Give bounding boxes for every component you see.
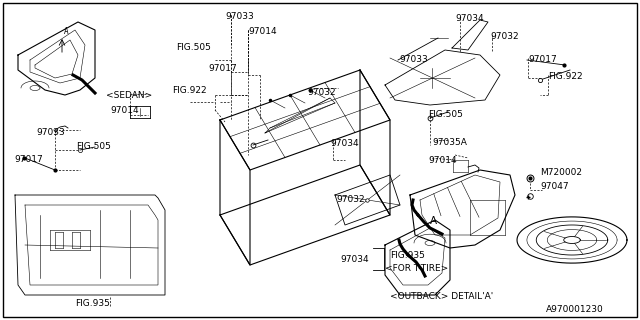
Text: 97035A: 97035A: [432, 138, 467, 147]
Text: 97034: 97034: [330, 139, 358, 148]
Text: FIG.935: FIG.935: [75, 299, 110, 308]
Text: 97033: 97033: [36, 128, 65, 137]
Text: <FOR T-TIRE>: <FOR T-TIRE>: [385, 264, 448, 273]
Text: 97014: 97014: [248, 27, 276, 36]
Text: 97034: 97034: [340, 255, 369, 264]
Text: FIG.922: FIG.922: [548, 72, 582, 81]
Text: 97033: 97033: [399, 55, 428, 64]
Text: 97047: 97047: [540, 182, 568, 191]
Text: 97034: 97034: [455, 14, 484, 23]
Text: 97014: 97014: [428, 156, 456, 165]
Text: FIG.505: FIG.505: [76, 142, 111, 151]
Text: 97017: 97017: [528, 55, 557, 64]
Text: FIG.505: FIG.505: [428, 110, 463, 119]
Text: 97032: 97032: [307, 88, 335, 97]
Text: 97032: 97032: [336, 195, 365, 204]
Text: 97017: 97017: [14, 155, 43, 164]
Text: 97032: 97032: [490, 32, 518, 41]
Text: A: A: [430, 216, 437, 226]
Text: <SEDAN>: <SEDAN>: [106, 91, 152, 100]
Text: FIG.922: FIG.922: [172, 86, 207, 95]
Text: A970001230: A970001230: [546, 305, 604, 314]
Text: 97033: 97033: [225, 12, 253, 21]
Text: A: A: [64, 27, 68, 36]
Text: M720002: M720002: [540, 168, 582, 177]
Text: 97014: 97014: [110, 106, 139, 115]
Text: <OUTBACK> DETAIL'A': <OUTBACK> DETAIL'A': [390, 292, 493, 301]
Text: FIG.505: FIG.505: [176, 43, 211, 52]
Text: 97017: 97017: [208, 64, 237, 73]
Text: FIG.935: FIG.935: [390, 251, 425, 260]
